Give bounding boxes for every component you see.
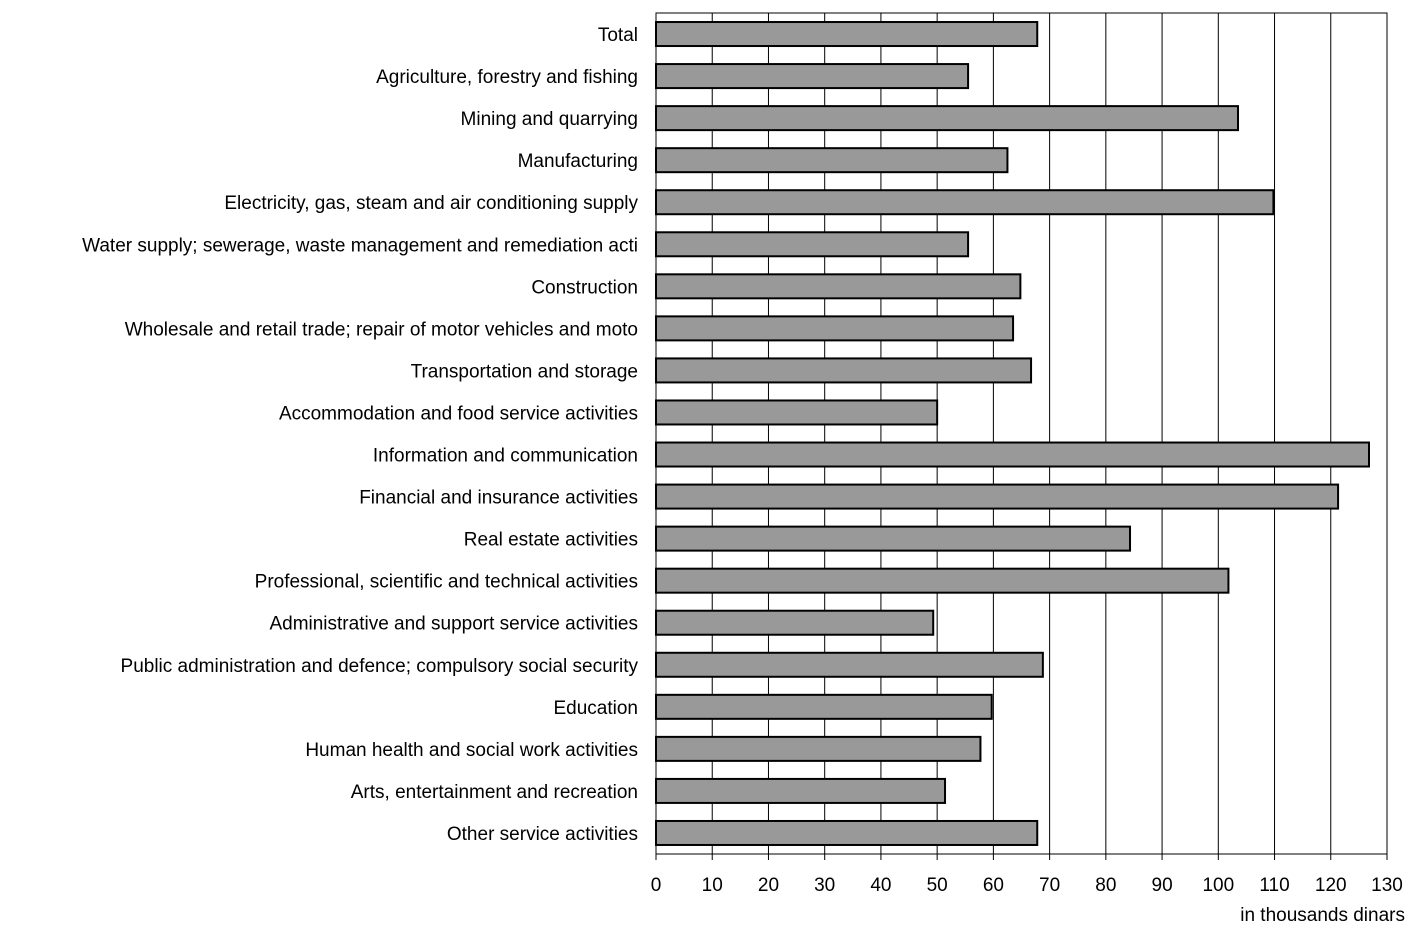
category-label: Agriculture, forestry and fishing (376, 67, 638, 88)
bars (655, 21, 1371, 846)
bar (655, 609, 935, 636)
category-label: Manufacturing (518, 151, 638, 172)
x-tick-label: 30 (814, 875, 835, 896)
x-tick-label: 80 (1095, 875, 1116, 896)
x-tick-label: 130 (1371, 875, 1403, 896)
category-label: Electricity, gas, steam and air conditio… (224, 193, 638, 214)
bar (655, 441, 1371, 468)
x-tick-label: 20 (758, 875, 779, 896)
category-label: Public administration and defence; compu… (121, 656, 639, 677)
plot-frame (655, 12, 1388, 855)
bar (655, 315, 1015, 342)
x-tick-label: 50 (927, 875, 948, 896)
bar (655, 735, 982, 762)
category-label: Transportation and storage (411, 361, 638, 382)
bar (655, 105, 1239, 132)
category-label: Mining and quarrying (461, 109, 638, 130)
category-label: Real estate activities (464, 530, 638, 551)
bar (655, 21, 1039, 48)
x-tick-label: 100 (1202, 875, 1234, 896)
category-label: Information and communication (373, 446, 638, 467)
x-tick-label: 60 (983, 875, 1004, 896)
bar (655, 651, 1044, 678)
bar (655, 63, 970, 90)
x-tick-labels: 0 10 20 30 40 50 60 70 80 90 100 110 120 130 (651, 875, 1403, 896)
category-label: Construction (531, 277, 638, 298)
bar (655, 567, 1230, 594)
bar (655, 777, 947, 804)
category-labels: Total Agriculture, forestry and fishing Mi… (82, 25, 638, 845)
bar (655, 357, 1033, 384)
bar (655, 231, 970, 258)
x-tick-label: 120 (1315, 875, 1347, 896)
bar (655, 525, 1132, 552)
x-tick-label: 110 (1259, 875, 1289, 896)
category-label: Professional, scientific and technical a… (255, 572, 638, 593)
x-tick-label: 40 (870, 875, 891, 896)
bar (655, 693, 993, 720)
x-axis-title: in thousands dinars (1240, 905, 1405, 926)
category-label: Water supply; sewerage, waste management… (82, 235, 638, 256)
x-tick-label: 0 (651, 875, 662, 896)
bar (655, 147, 1009, 174)
bar (655, 273, 1022, 300)
x-tick-label: 70 (1039, 875, 1060, 896)
bar (655, 819, 1039, 846)
category-label: Education (553, 698, 638, 719)
bar (655, 189, 1275, 216)
category-label: Administrative and support service activ… (269, 614, 638, 635)
grid-lines (655, 13, 1388, 860)
category-label: Accommodation and food service activitie… (279, 403, 638, 424)
bar (655, 399, 939, 426)
category-label: Other service activities (447, 824, 638, 845)
bar (655, 483, 1340, 510)
category-label: Wholesale and retail trade; repair of mo… (125, 319, 638, 340)
category-label: Financial and insurance activities (359, 488, 638, 509)
category-label: Total (598, 25, 638, 46)
category-label: Arts, entertainment and recreation (351, 782, 638, 803)
x-tick-label: 10 (702, 875, 723, 896)
category-label: Human health and social work activities (305, 740, 638, 761)
x-tick-label: 90 (1152, 875, 1173, 896)
